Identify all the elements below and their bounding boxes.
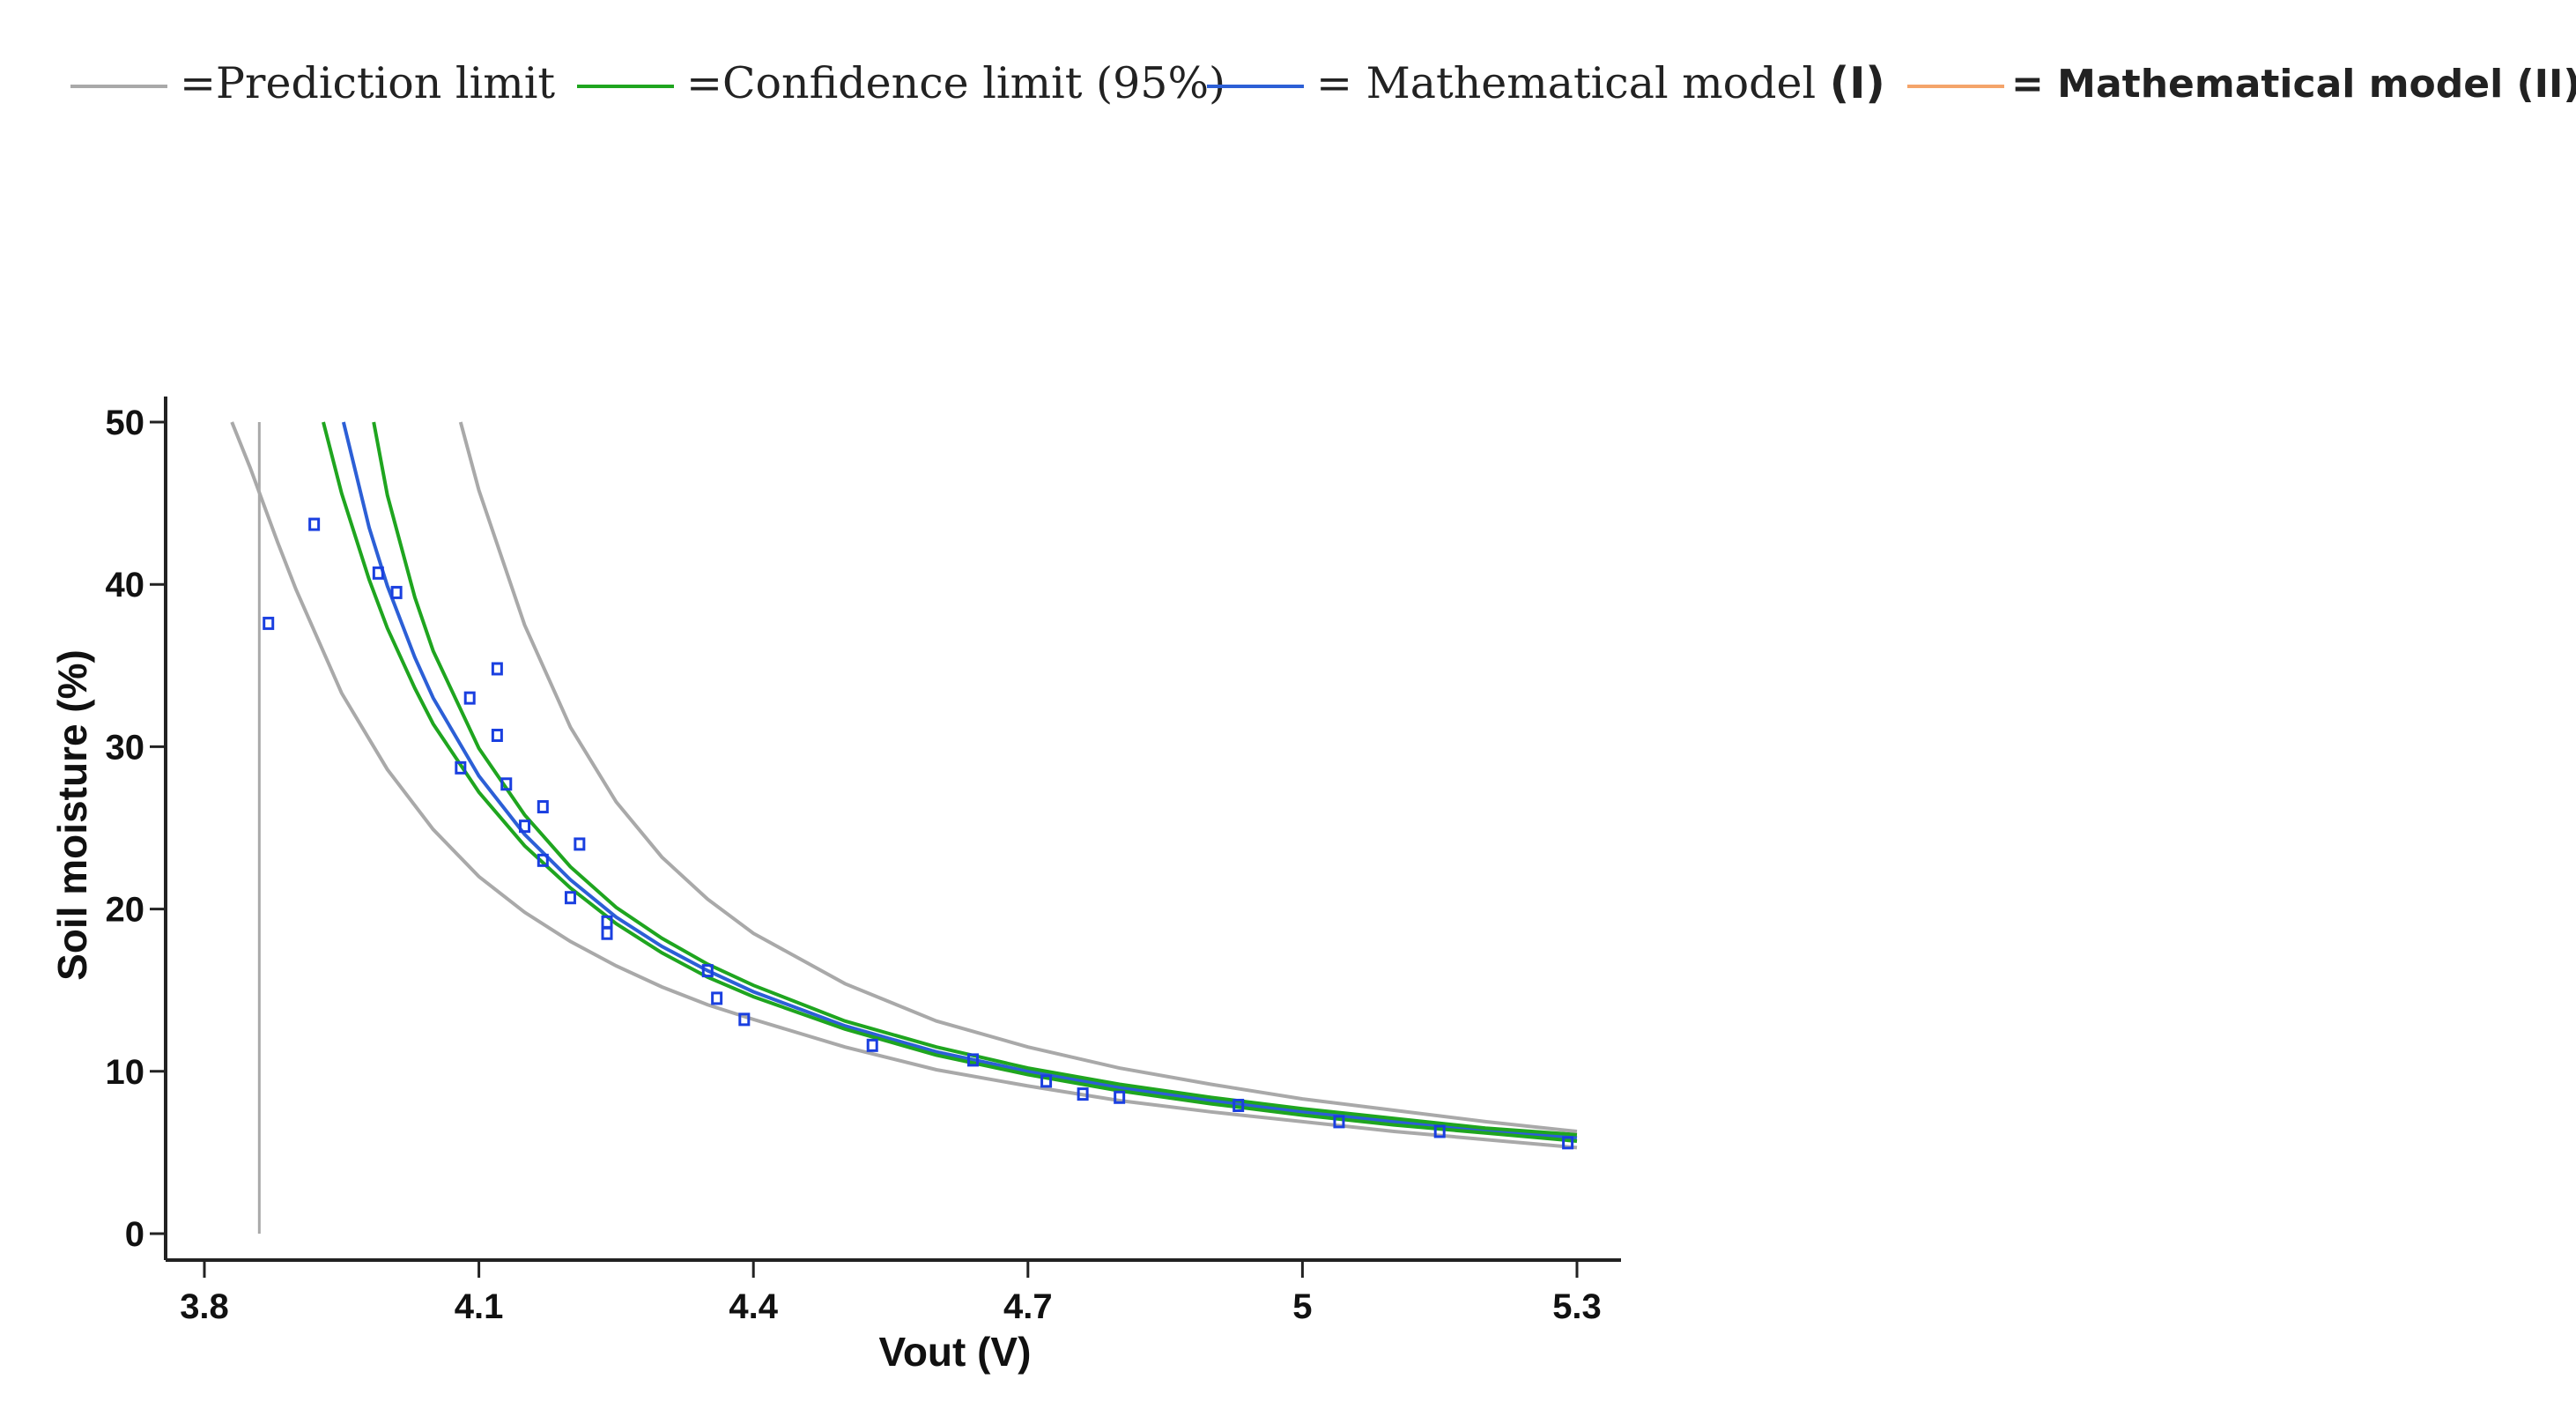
- data-point: [1040, 1074, 1053, 1088]
- data-point: [537, 853, 549, 867]
- data-point: [372, 566, 384, 580]
- data-point: [738, 1012, 751, 1027]
- data-point: [500, 777, 513, 791]
- data-point: [701, 964, 714, 978]
- legend-label-model-i: = Mathematical model (I): [1316, 58, 1885, 108]
- y-tick-label: 40: [106, 566, 145, 604]
- x-tick-label: 4.1: [455, 1287, 504, 1326]
- x-tick-label: 3.8: [180, 1287, 229, 1326]
- data-point: [601, 926, 613, 940]
- data-point: [1333, 1115, 1345, 1129]
- series-line-mathematical-model-i: [341, 421, 1578, 1140]
- legend-label-model-i-suffix: (I): [1829, 58, 1885, 108]
- x-tick-label: 5.3: [1552, 1287, 1602, 1326]
- data-point: [519, 819, 531, 834]
- y-tick-label: 50: [106, 404, 145, 442]
- data-point: [308, 517, 321, 531]
- data-point: [564, 891, 576, 905]
- data-point: [601, 915, 613, 929]
- data-point: [491, 662, 503, 676]
- y-axis-title: Soil moisture (%): [49, 649, 95, 981]
- x-tick-label: 4.4: [729, 1287, 778, 1326]
- data-point: [390, 585, 403, 599]
- y-tick-label: 10: [106, 1053, 145, 1092]
- legend-swatch-model-i: [1207, 85, 1304, 88]
- y-tick-label: 20: [106, 891, 145, 930]
- legend-swatch-confidence-limit: [577, 85, 674, 88]
- plot-points: [263, 517, 1574, 1150]
- plot-series: [230, 421, 1578, 1234]
- data-point: [463, 691, 476, 705]
- legend-swatch-model-ii: [1907, 85, 2004, 88]
- data-point: [1077, 1087, 1089, 1101]
- x-ticks: 3.8 4.1 4.4 4.7 5 5.3: [180, 1260, 1602, 1326]
- data-point: [574, 837, 586, 851]
- x-tick-label: 4.7: [1003, 1287, 1053, 1326]
- data-point: [966, 1053, 979, 1067]
- series-line-prediction-limit-upper: [458, 421, 1578, 1133]
- data-point: [711, 991, 723, 1005]
- x-tick-label: 5: [1292, 1287, 1312, 1326]
- legend-label-prediction-limit: =Prediction limit: [180, 58, 556, 108]
- axes: [164, 397, 1621, 1262]
- data-point: [866, 1038, 878, 1052]
- legend-label-model-ii: = Mathematical model (II): [2011, 62, 2576, 107]
- legend: =Prediction limit =Confidence limit (95%…: [0, 0, 2576, 176]
- data-point: [455, 760, 467, 775]
- legend-swatch-prediction-limit: [70, 85, 167, 88]
- data-point: [537, 800, 549, 814]
- data-point: [1232, 1098, 1245, 1112]
- data-point: [1433, 1124, 1446, 1138]
- series-line-confidence-limit-95-lower: [322, 421, 1578, 1143]
- series-line-prediction-limit-lower: [230, 421, 1578, 1150]
- y-ticks: 0 10 20 30 40 50: [106, 404, 166, 1254]
- data-point: [1114, 1090, 1126, 1104]
- legend-label-model-i-text: = Mathematical model: [1316, 58, 1817, 108]
- data-point: [263, 616, 275, 630]
- x-axis-title: Vout (V): [879, 1329, 1032, 1375]
- data-point: [491, 729, 503, 743]
- series-line-confidence-limit-95-upper: [372, 421, 1578, 1137]
- y-tick-label: 0: [125, 1215, 144, 1254]
- data-point: [1562, 1136, 1574, 1150]
- legend-label-confidence-limit: =Confidence limit (95%): [686, 58, 1226, 108]
- y-tick-label: 30: [106, 728, 145, 767]
